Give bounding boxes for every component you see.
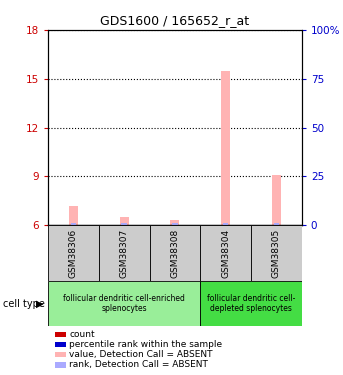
Bar <box>200 225 251 281</box>
Text: GSM38304: GSM38304 <box>221 228 230 278</box>
Text: GSM38305: GSM38305 <box>272 228 281 278</box>
Text: follicular dendritic cell-enriched
splenocytes: follicular dendritic cell-enriched splen… <box>63 294 185 314</box>
Bar <box>170 220 179 225</box>
Bar <box>150 225 200 281</box>
Bar <box>121 223 127 225</box>
Text: cell type: cell type <box>3 299 45 309</box>
Text: GSM38307: GSM38307 <box>120 228 129 278</box>
Bar <box>99 225 150 281</box>
Text: count: count <box>69 330 95 339</box>
Text: GSM38308: GSM38308 <box>170 228 179 278</box>
Text: rank, Detection Call = ABSENT: rank, Detection Call = ABSENT <box>69 360 208 369</box>
Bar <box>48 225 99 281</box>
Title: GDS1600 / 165652_r_at: GDS1600 / 165652_r_at <box>100 15 249 27</box>
Text: GSM38306: GSM38306 <box>69 228 78 278</box>
Bar <box>221 70 230 225</box>
Bar <box>272 175 281 225</box>
Bar <box>69 206 78 225</box>
Text: follicular dendritic cell-
depleted splenocytes: follicular dendritic cell- depleted sple… <box>207 294 295 314</box>
Bar <box>48 281 200 326</box>
Bar <box>120 217 129 225</box>
Text: ▶: ▶ <box>36 299 44 309</box>
Bar <box>172 223 178 225</box>
Text: percentile rank within the sample: percentile rank within the sample <box>69 340 222 349</box>
Bar <box>223 223 228 225</box>
Bar <box>251 225 302 281</box>
Text: value, Detection Call = ABSENT: value, Detection Call = ABSENT <box>69 350 213 359</box>
Bar <box>274 223 279 225</box>
Bar <box>200 281 302 326</box>
Bar <box>71 223 76 225</box>
